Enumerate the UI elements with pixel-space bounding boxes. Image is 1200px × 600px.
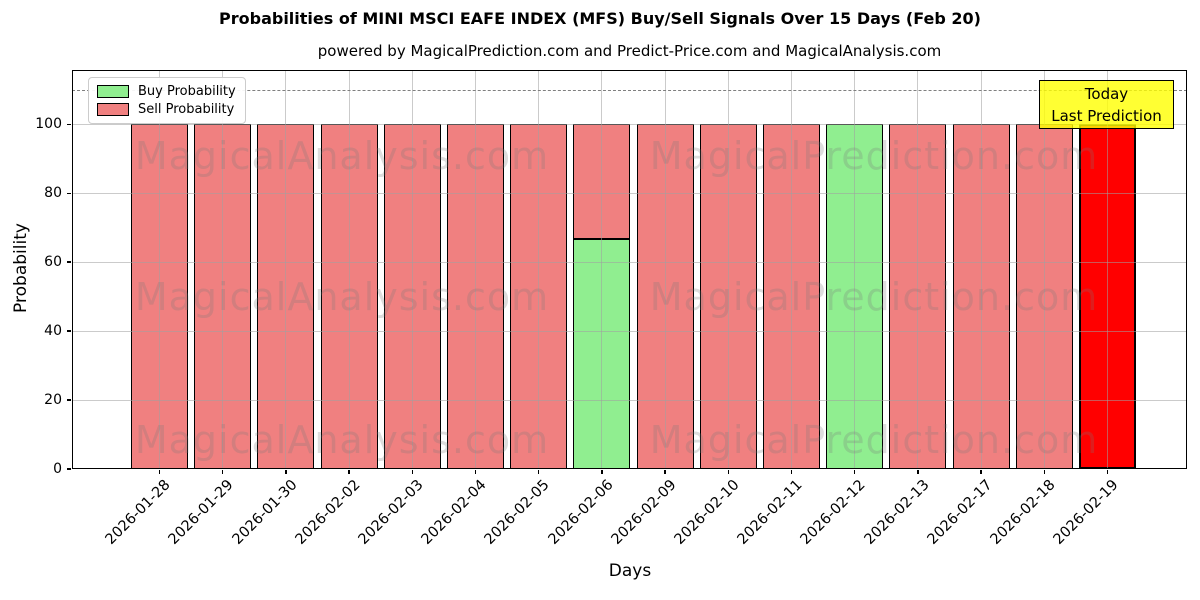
x-tick-mark [1106, 470, 1109, 474]
x-axis-label: Days [608, 561, 652, 581]
legend: Buy Probability Sell Probability [88, 77, 246, 124]
x-tick-label-text: 2026-02-10 [671, 477, 743, 548]
x-tick-label-text: 2026-02-19 [1050, 477, 1122, 548]
x-tick-mark [854, 470, 856, 474]
chart-title: Probabilities of MINI MSCI EAFE INDEX (M… [219, 9, 981, 28]
grid-vline [475, 70, 476, 469]
grid-vline [980, 70, 982, 469]
x-tick-mark [474, 470, 477, 474]
x-tick-label-text: 2026-02-03 [355, 477, 427, 548]
legend-buy-label: Buy Probability [138, 84, 236, 99]
x-tick-label-text: 2026-01-28 [102, 477, 174, 548]
x-tick-mark [285, 470, 287, 474]
y-axis-label: Probability [11, 223, 31, 313]
x-tick-mark [790, 470, 793, 474]
x-tick-label-text: 2026-02-18 [987, 477, 1059, 548]
x-tick-mark [411, 470, 413, 474]
grid-vline [348, 70, 350, 469]
grid-vline [917, 70, 919, 469]
x-tick-mark [664, 470, 666, 474]
legend-sell-label: Sell Probability [138, 102, 235, 117]
grid-vline [601, 70, 603, 469]
x-tick-mark [727, 470, 729, 474]
y-tick-label: 20 [44, 392, 62, 409]
x-tick-mark [917, 470, 919, 474]
x-tick-mark [158, 470, 161, 474]
y-tick-label: 100 [35, 116, 62, 133]
y-tick-label: 0 [53, 461, 62, 477]
grid-hline [72, 123, 1187, 125]
legend-item-sell: Sell Probability [97, 102, 237, 117]
threshold-dashed-line [72, 89, 1187, 91]
grid-vline [538, 70, 540, 469]
today-annotation-box: Today Last Prediction [1039, 80, 1174, 129]
x-tick-label-text: 2026-02-06 [545, 477, 617, 548]
grid-vline [1043, 70, 1045, 469]
grid-hline [72, 192, 1187, 194]
x-tick-mark [980, 470, 982, 474]
y-tick-mark [67, 261, 71, 263]
y-tick-mark [67, 123, 71, 125]
x-tick-label-text: 2026-02-13 [861, 477, 933, 548]
x-tick-mark [348, 470, 350, 474]
x-tick-label-text: 2026-02-09 [608, 477, 680, 548]
sell-swatch-icon [97, 103, 129, 116]
buy-swatch-icon [97, 85, 129, 98]
annotation-line-1: Today [1084, 85, 1129, 103]
y-tick-mark [67, 192, 71, 194]
grid-hline [72, 399, 1187, 401]
x-tick-label-text: 2026-02-02 [292, 477, 364, 548]
grid-vline [411, 70, 413, 469]
x-tick-label-text: 2026-02-05 [482, 477, 554, 548]
grid-vline [854, 70, 856, 469]
grid-vline [664, 70, 666, 469]
x-tick-mark [601, 470, 603, 474]
x-tick-mark [1043, 470, 1045, 474]
chart-subtitle: powered by MagicalPrediction.com and Pre… [317, 42, 942, 60]
y-tick-mark [67, 330, 71, 332]
x-tick-label-text: 2026-02-17 [924, 477, 996, 548]
grid-vline [791, 70, 792, 469]
x-tick-mark [538, 470, 540, 474]
grid-vline [222, 70, 224, 469]
x-tick-label-text: 2026-01-29 [166, 477, 238, 548]
grid-vline [1107, 70, 1108, 469]
x-tick-label-text: 2026-02-12 [798, 477, 870, 548]
y-tick-label: 80 [44, 185, 62, 202]
legend-item-buy: Buy Probability [97, 84, 237, 99]
grid-hline [72, 261, 1187, 263]
x-tick-label-text: 2026-01-30 [229, 477, 301, 548]
y-tick-label: 40 [44, 323, 62, 340]
x-tick-label-text: 2026-02-11 [734, 477, 806, 548]
y-tick-label: 60 [44, 254, 62, 271]
y-tick-mark [67, 399, 71, 401]
x-tick-mark [222, 470, 224, 474]
y-tick-mark [67, 468, 71, 470]
x-tick-label-text: 2026-02-04 [418, 477, 490, 548]
grid-vline [727, 70, 729, 469]
annotation-line-2: Last Prediction [1051, 107, 1162, 125]
grid-hline [72, 330, 1187, 332]
grid-vline [285, 70, 287, 469]
grid-vline [159, 70, 160, 469]
